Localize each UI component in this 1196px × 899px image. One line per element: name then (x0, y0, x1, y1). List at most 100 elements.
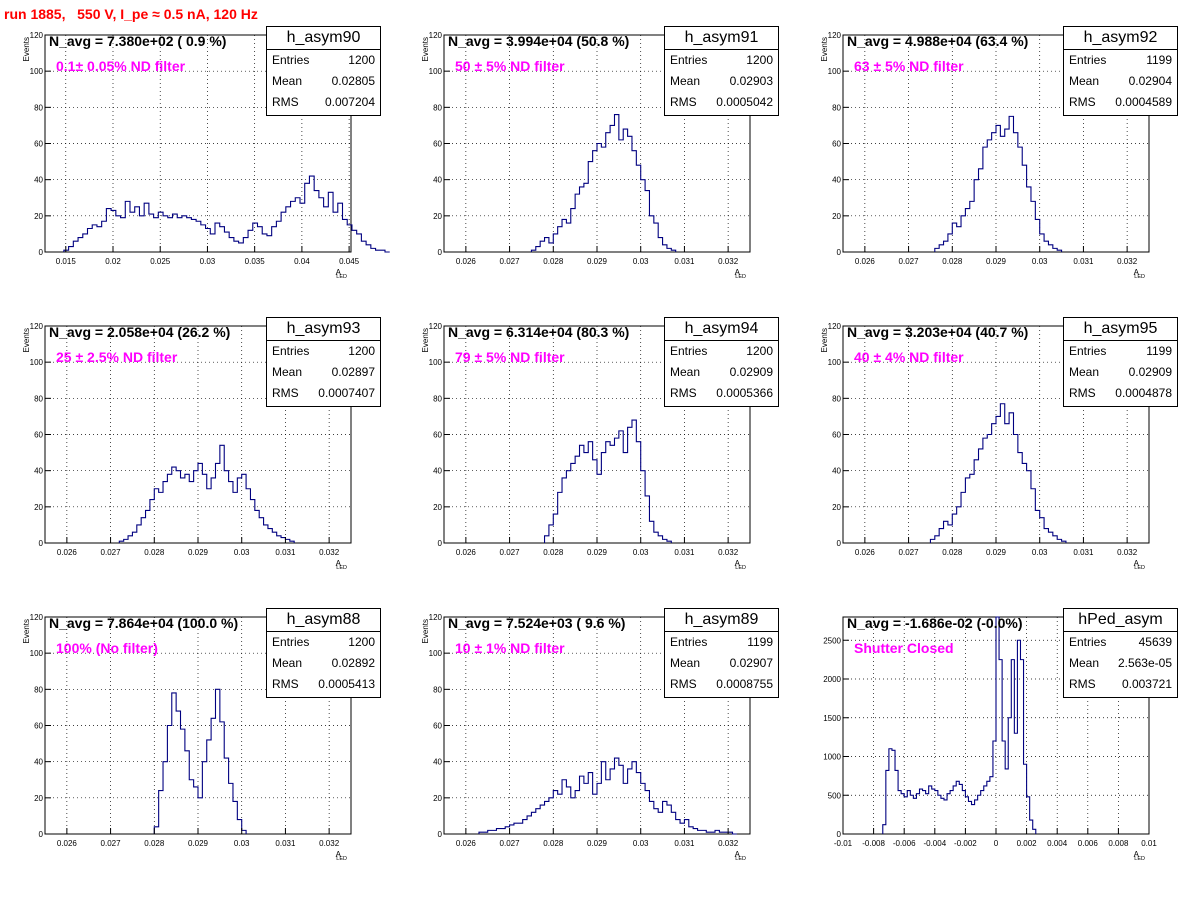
stats-row-rms: RMS 0.0004878 (1064, 383, 1177, 404)
histogram-bin (314, 191, 319, 252)
stats-value: 1199 (1146, 53, 1172, 67)
histogram-bin (968, 801, 971, 834)
y-tick-label: 60 (34, 140, 43, 149)
histogram-bin (953, 786, 956, 834)
histogram-bin (663, 801, 667, 834)
histogram-bin (189, 482, 193, 543)
x-tick-label: 0.04 (294, 257, 310, 266)
histogram-bin (614, 758, 618, 834)
histogram-bin (220, 227, 225, 252)
histogram-bin (965, 478, 969, 543)
histogram-bin (125, 201, 130, 252)
stats-value: 0.02892 (331, 656, 375, 670)
histogram-bin (584, 783, 588, 834)
stats-key: Entries (670, 344, 708, 358)
x-tick-label: 0.027 (899, 257, 920, 266)
x-axis-title: A (336, 559, 342, 568)
n-avg-label: N_avg = 3.994e+04 (50.8 %) (448, 33, 630, 49)
y-tick-label: 100 (429, 358, 443, 367)
stats-box: h_asym92 Entries 1199 Mean 0.02904 RMS 0.00045… (1063, 26, 1178, 116)
stats-row-mean: Mean 0.02805 (267, 71, 380, 92)
stats-key: RMS (670, 95, 697, 109)
histogram-bin (619, 431, 623, 543)
y-tick-label: 40 (832, 467, 841, 476)
histogram-bin (545, 536, 549, 543)
y-tick-label: 0 (39, 830, 44, 839)
y-tick-label: 0 (39, 539, 44, 548)
histogram-bin (636, 773, 640, 834)
stats-value: 1200 (348, 53, 375, 67)
histogram-bin (549, 798, 553, 834)
histogram-bin (215, 223, 220, 252)
histogram-bin (597, 783, 601, 834)
histogram-bin (641, 471, 645, 543)
histogram-bin (961, 216, 965, 252)
histogram-bin (632, 151, 636, 252)
stats-row-entries: Entries 1199 (1064, 50, 1177, 71)
histogram-bin (663, 245, 667, 252)
histogram-bin (239, 243, 244, 252)
histogram-pad-h_asym88: 0.026 0.027 0.028 0.029 0.03 0.031 0.032 0 20 40 6… (0, 608, 399, 899)
x-tick-label: 0.028 (543, 257, 564, 266)
histogram-bin (641, 783, 645, 834)
histogram-bin (259, 518, 263, 543)
stats-key: Entries (1069, 344, 1107, 358)
y-tick-label: 1000 (823, 753, 841, 762)
histogram-pad-hPed_asym: -0.01 -0.008 -0.006 -0.004 -0.002 0 0.002 0.004… (798, 608, 1196, 899)
histogram-bin (272, 227, 277, 252)
histogram-bin (575, 194, 579, 252)
histogram-bin (78, 238, 83, 252)
filter-label: 79 ± 5% ND filter (455, 349, 565, 365)
histogram-bin (553, 514, 557, 543)
x-tick-label: 0.026 (855, 257, 876, 266)
filter-label: 40 ± 4% ND filter (854, 349, 964, 365)
histogram-bin (636, 442, 640, 543)
stats-box: h_asym91 Entries 1200 Mean 0.02903 RMS 0.00050… (664, 26, 779, 116)
x-axis-title: A (336, 850, 342, 859)
histogram-bin (610, 445, 614, 543)
stats-key: Entries (272, 53, 310, 67)
histogram-plot: 0.026 0.027 0.028 0.029 0.03 0.031 0.032 0 20 40 6… (820, 322, 1150, 571)
histogram-bin (549, 525, 553, 543)
stats-key: Mean (670, 74, 701, 88)
x-tick-label: 0.032 (1117, 548, 1138, 557)
y-tick-label: 60 (832, 431, 841, 440)
histogram-bin (619, 140, 623, 252)
stats-key: RMS (1069, 386, 1096, 400)
x-axis-title-subscript: LED (1134, 565, 1145, 571)
x-axis-title-subscript: LED (1134, 274, 1145, 280)
x-tick-label: 0.031 (275, 839, 296, 848)
histogram-bin (150, 500, 154, 543)
histogram-bin (588, 162, 592, 252)
y-tick-label: 20 (34, 503, 43, 512)
histogram-line (543, 419, 672, 543)
histogram-bin (1005, 769, 1008, 834)
histogram-bin (658, 536, 662, 543)
filter-label: 10 ± 1% ND filter (455, 640, 565, 656)
histogram-bin (939, 245, 943, 252)
histogram-bin (938, 795, 941, 834)
histogram-bin (172, 467, 176, 543)
y-tick-label: 100 (429, 67, 443, 76)
histogram-bin (210, 234, 215, 252)
histogram-bin (536, 247, 540, 252)
stats-key: RMS (1069, 95, 1096, 109)
x-tick-label: 0.029 (587, 839, 608, 848)
histogram-bin (233, 801, 237, 834)
x-tick-label: 0.032 (718, 548, 739, 557)
y-tick-label: 120 (429, 31, 443, 40)
histogram-bin (987, 435, 991, 544)
x-axis-title-subscript: LED (1134, 856, 1145, 862)
x-axis-title: A (735, 850, 741, 859)
histogram-bin (121, 218, 126, 252)
histogram-bin (645, 496, 649, 543)
histogram-bin (584, 183, 588, 252)
histogram-bin (159, 492, 163, 543)
histogram-bin (965, 209, 969, 252)
histogram-bin (201, 225, 206, 252)
histogram-bin (571, 463, 575, 543)
y-tick-label: 500 (828, 791, 842, 800)
histogram-plot: 0.026 0.027 0.028 0.029 0.03 0.031 0.032 0 20 40 6… (421, 613, 751, 862)
stats-row-entries: Entries 1199 (1064, 341, 1177, 362)
y-axis-title: Events (820, 37, 829, 61)
